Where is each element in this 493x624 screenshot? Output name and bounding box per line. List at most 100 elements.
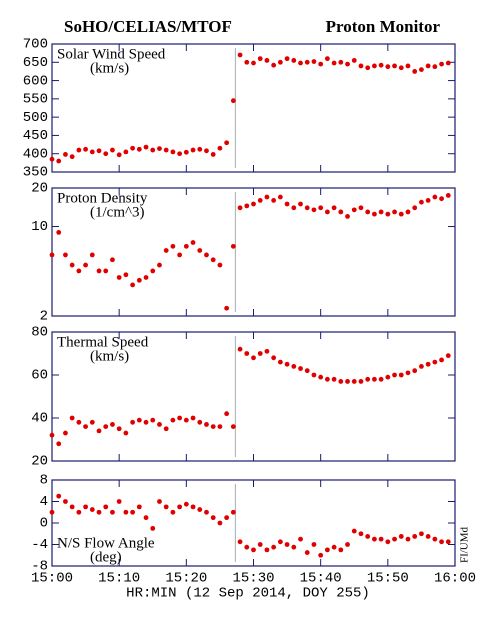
data-point [338,59,344,65]
data-point [96,509,102,515]
data-point [271,198,277,203]
data-point [331,376,337,382]
data-point [69,154,75,160]
data-point [130,419,136,425]
data-point [163,504,169,510]
data-point [183,417,189,423]
data-point [49,252,55,258]
data-point [116,275,122,280]
data-point [177,252,183,258]
data-point [445,193,451,198]
data-point [365,65,371,71]
panel-title: N/S Flow Angle [57,535,155,551]
data-point [277,59,283,65]
data-point [197,419,203,425]
data-point [237,539,243,545]
data-point [49,432,55,438]
y-tick-label: 2 [40,309,48,325]
data-point [170,149,176,155]
data-point [217,145,223,151]
data-point [237,346,243,352]
data-point [190,147,196,153]
data-point [277,194,283,200]
data-point [392,536,397,542]
data-point [170,417,176,423]
data-point [291,205,297,211]
data-point [445,353,451,359]
data-point [136,146,142,152]
data-point [378,536,384,542]
data-point [298,60,303,66]
data-point [204,148,209,154]
data-point [224,305,230,311]
data-point [271,62,277,68]
data-point [49,509,55,515]
data-point [445,539,451,545]
data-point [56,158,62,164]
data-point [177,504,183,510]
data-point [103,151,109,157]
data-point [331,60,337,66]
panel-unit: (km/s) [90,60,129,76]
data-point [351,379,357,384]
data-point [264,194,270,200]
data-point [304,205,310,211]
data-point [110,147,115,153]
data-point [56,441,62,447]
data-point [143,144,149,150]
data-point [412,534,418,539]
y-tick-label: 4 [40,494,48,510]
header-right: Proton Monitor [326,17,441,36]
panel-unit: (1/cm^3) [90,204,145,220]
y-tick-label: 450 [23,128,48,144]
data-point [338,547,344,553]
data-point [425,198,431,203]
data-point [89,507,95,512]
data-point [251,547,256,553]
data-point [76,419,82,425]
data-point [318,61,324,67]
x-tick-label: 15:40 [300,571,342,587]
header-left: SoHO/CELIAS/MTOF [64,17,232,36]
data-point [338,209,344,215]
data-point [63,499,68,504]
data-point [351,58,357,63]
panel-title: Thermal Speed [57,334,149,350]
data-point [63,152,68,157]
y-tick-label: 650 [23,55,48,71]
data-point [136,277,142,283]
data-point [432,64,438,70]
data-point [345,213,350,219]
x-tick-label: 15:20 [165,571,207,587]
data-point [76,509,82,515]
data-point [432,359,438,365]
data-point [385,374,391,380]
y-tick-label: 400 [23,146,48,162]
data-point [69,504,75,510]
data-point [378,62,384,68]
data-point [103,504,109,510]
data-point [345,61,350,67]
data-point [123,430,129,436]
credit: FI/UMd [459,526,471,563]
data-point [419,531,424,537]
data-point [324,56,330,62]
data-point [324,376,330,382]
data-point [338,379,344,384]
data-point [257,351,263,356]
data-point [324,209,330,215]
x-axis-label: HR:MIN (12 Sep 2014, DOY 255) [126,586,370,602]
y-tick-label: 500 [23,110,48,126]
data-point [419,364,424,369]
y-tick-label: 20 [31,454,48,470]
data-point [271,355,277,361]
data-point [217,424,223,429]
data-point [150,525,156,531]
data-point [304,59,310,65]
data-point [89,419,95,425]
data-point [304,368,310,374]
x-tick-label: 15:50 [367,571,409,587]
data-point [224,515,230,521]
data-point [103,268,109,274]
